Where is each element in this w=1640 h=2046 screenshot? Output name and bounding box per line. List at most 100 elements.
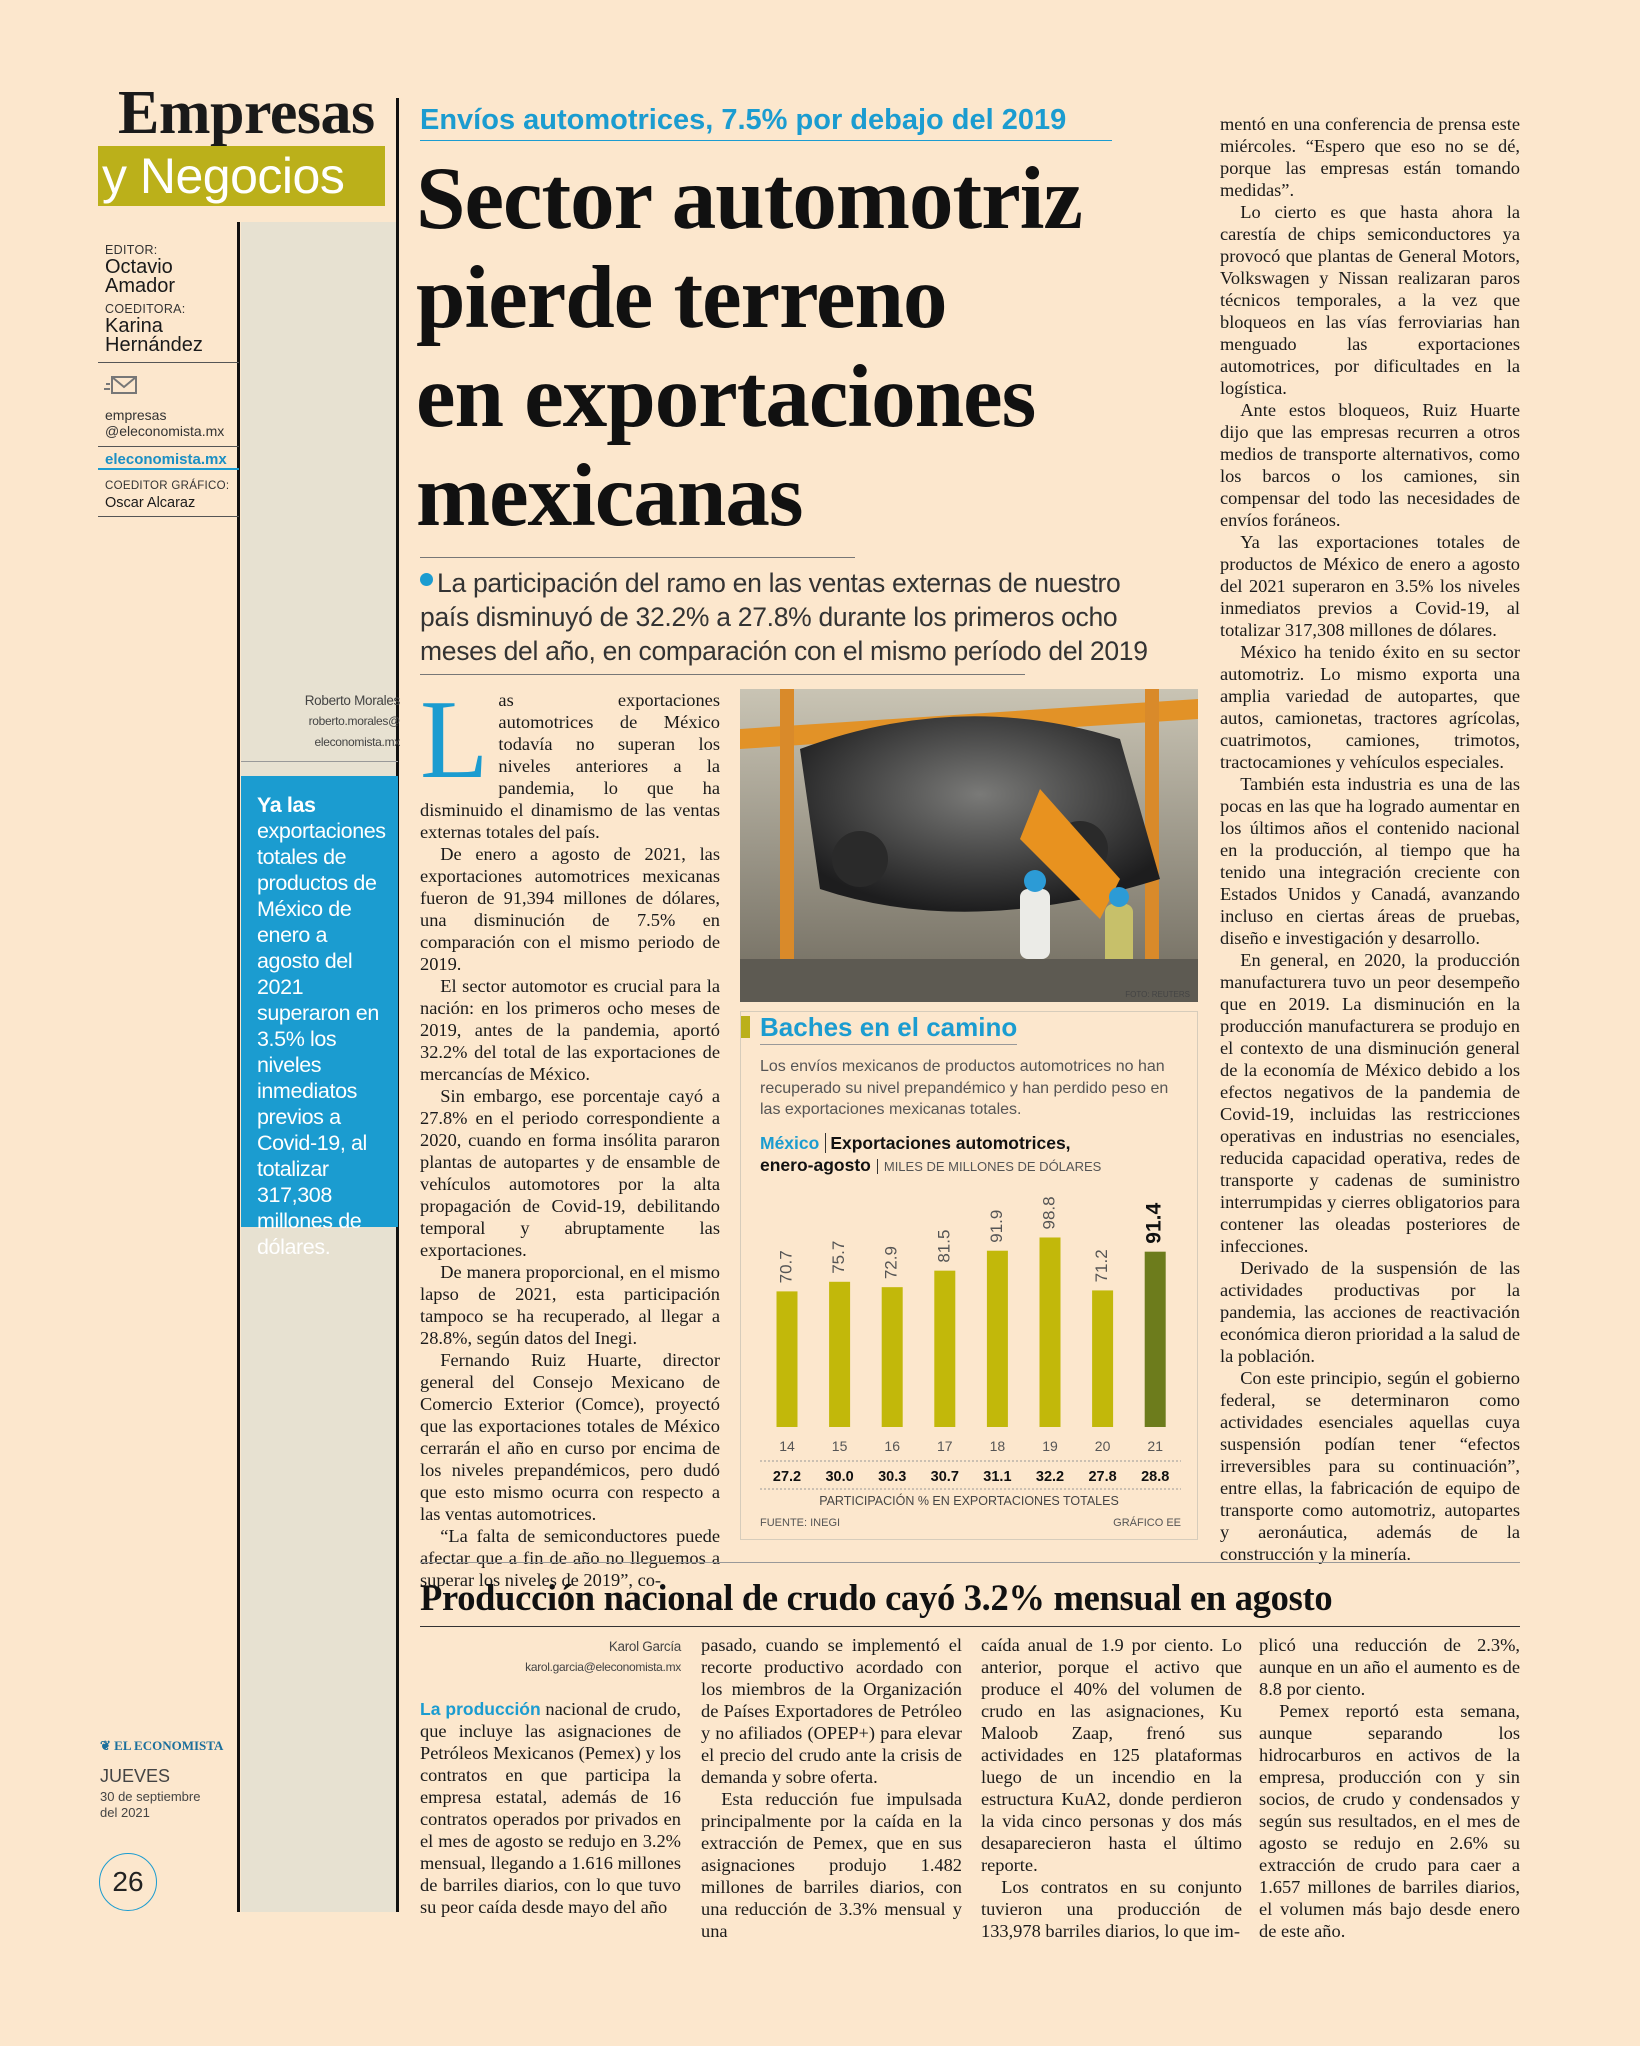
column: mentó en una conferencia de prensa este … xyxy=(1220,113,1520,1565)
paragraph: Lo cierto es que hasta ahora la carestía… xyxy=(1220,201,1520,399)
x-tick-label: 14 xyxy=(779,1438,795,1454)
x-tick-label: 20 xyxy=(1095,1438,1111,1454)
staff-name: Octavio Amador xyxy=(105,256,176,297)
bar xyxy=(934,1270,956,1427)
share-value: 30.7 xyxy=(931,1469,959,1485)
paragraph: Esta reducción fue impulsada principalme… xyxy=(701,1788,962,1942)
rule xyxy=(98,362,239,363)
author: Karol García xyxy=(608,1639,681,1654)
chart-country: México xyxy=(760,1133,827,1153)
chart-subtitle: México Exportaciones automotrices, enero-… xyxy=(760,1132,1120,1178)
paragraph: En general, en 2020, la producción manuf… xyxy=(1220,949,1520,1257)
bar xyxy=(1039,1237,1061,1427)
section-subtitle: y Negocios xyxy=(102,148,345,204)
chart-credit: GRÁFICO EE xyxy=(1113,1517,1181,1529)
paragraph-text: Ya las exportaciones totales de producto… xyxy=(1220,532,1520,640)
x-tick-label: 17 xyxy=(937,1438,953,1454)
headline-line: Sector automotriz xyxy=(416,150,1083,248)
paragraph-text: Lo cierto es que hasta ahora la carestía… xyxy=(1220,202,1520,398)
date: 30 de septiembre del 2021 xyxy=(100,1789,200,1821)
rule xyxy=(420,1626,1520,1627)
paragraph: Fernando Ruiz Huarte, director general d… xyxy=(420,1349,720,1525)
data-label: 91.4 xyxy=(1143,1202,1166,1243)
pullquote-box xyxy=(241,776,398,1227)
headline-line: en exportaciones xyxy=(416,348,1036,446)
staff-name: Karina Hernández xyxy=(105,315,203,356)
paragraph: México ha tenido éxito en su sector auto… xyxy=(1220,641,1520,773)
byline: Karol García karol.garcia@eleconomista.m… xyxy=(420,1636,681,1678)
author-email: karol.garcia@eleconomista.mx xyxy=(525,1660,681,1674)
staff-role: COEDITOR GRÁFICO: xyxy=(105,480,230,492)
chart-source: FUENTE: INEGI xyxy=(760,1517,841,1529)
author: Roberto Morales xyxy=(304,693,401,708)
rule xyxy=(420,140,1112,141)
email: empresas @eleconomista.mx xyxy=(105,407,224,439)
paragraph: También esta industria es una de las poc… xyxy=(1220,773,1520,949)
share-value: 28.8 xyxy=(1141,1469,1169,1485)
share-value: 31.1 xyxy=(983,1469,1011,1485)
chart: Baches en el camino Los envíos mexicanos… xyxy=(740,1011,1198,1540)
share-value: 27.2 xyxy=(773,1469,801,1485)
chart-title: Baches en el camino xyxy=(760,1012,1018,1045)
paragraph-text: mentó en una conferencia de prensa este … xyxy=(1220,114,1520,200)
paragraph-text: Pemex reportó esta semana, aunque separa… xyxy=(1259,1701,1520,1941)
chart-unit: MILES DE MILLONES DE DÓLARES xyxy=(876,1159,1102,1174)
paragraph: Sin embargo, ese porcentaje cayó a 27.8%… xyxy=(420,1085,720,1261)
paragraph: Derivado de la suspensión de las activid… xyxy=(1220,1257,1520,1367)
bar xyxy=(829,1281,851,1427)
rule xyxy=(98,516,239,517)
x-tick-label: 16 xyxy=(884,1438,900,1454)
chart-subtitle-text: Exportaciones automotrices, enero-agosto xyxy=(760,1133,1071,1175)
paragraph: Pemex reportó esta semana, aunque separa… xyxy=(1259,1700,1520,1942)
column: plicó una reducción de 2.3%, aunque en u… xyxy=(1259,1634,1520,1942)
author-email: eleconomista.mx xyxy=(314,735,400,749)
rule xyxy=(420,557,855,558)
rule xyxy=(420,1562,1520,1563)
paragraph-text: Con este principio, según el gobierno fe… xyxy=(1220,1368,1520,1564)
data-label: 72.9 xyxy=(882,1246,901,1279)
drop-cap: L xyxy=(420,678,489,802)
paragraph: pasado, cuando se implementó el recorte … xyxy=(701,1634,962,1788)
rule xyxy=(98,468,239,470)
headline: Sector automotriz pierde terreno en expo… xyxy=(416,150,1083,546)
website: eleconomista.mx xyxy=(105,451,227,468)
rule xyxy=(241,761,398,762)
bar xyxy=(881,1287,903,1427)
paragraph-text: “La falta de semiconductores puede afect… xyxy=(420,1526,720,1590)
x-tick-label: 21 xyxy=(1147,1438,1163,1454)
paragraph: plicó una reducción de 2.3%, aunque en u… xyxy=(1259,1634,1520,1700)
section-box xyxy=(98,146,385,206)
staff-role: COEDITORA: xyxy=(105,302,186,316)
data-label: 70.7 xyxy=(776,1250,795,1283)
rule xyxy=(98,446,239,447)
paragraph: mentó en una conferencia de prensa este … xyxy=(1220,113,1520,201)
x-tick-label: 18 xyxy=(990,1438,1006,1454)
data-label: 91.9 xyxy=(987,1210,1006,1243)
brand-name: EL ECONOMISTA xyxy=(114,1738,224,1753)
paragraph-text: Los contratos en su conjunto tuvieron un… xyxy=(981,1877,1242,1941)
data-label: 81.5 xyxy=(934,1230,953,1263)
paragraph-text: Sin embargo, ese porcentaje cayó a 27.8%… xyxy=(420,1086,720,1260)
paragraph: La producción nacional de crudo, que inc… xyxy=(420,1698,681,1918)
chart-description: Los envíos mexicanos de productos automo… xyxy=(760,1058,1169,1118)
staff-role: EDITOR: xyxy=(105,243,158,257)
page-number: 26 xyxy=(99,1853,157,1911)
paragraph-text: Fernando Ruiz Huarte, director general d… xyxy=(420,1350,720,1524)
paragraph-text: nacional de crudo, que incluye las asign… xyxy=(420,1699,681,1917)
weekday: JUEVES xyxy=(100,1766,171,1786)
summary: La participación del ramo en las ventas … xyxy=(420,566,1155,668)
paragraph: Ya las exportaciones totales de producto… xyxy=(1220,531,1520,641)
bar xyxy=(986,1250,1008,1427)
section-title: Empresas xyxy=(118,79,375,147)
summary-text: La participación del ramo en las ventas … xyxy=(420,568,1148,666)
author-email: roberto.morales@ xyxy=(308,714,401,728)
rule xyxy=(420,674,1025,675)
paragraph: “La falta de semiconductores puede afect… xyxy=(420,1525,720,1591)
brand: ❦ EL ECONOMISTA xyxy=(100,1738,224,1753)
pullquote-lead: Ya las xyxy=(257,793,316,817)
envelope-icon xyxy=(104,376,137,394)
date-line: 30 de septiembre xyxy=(100,1789,201,1804)
